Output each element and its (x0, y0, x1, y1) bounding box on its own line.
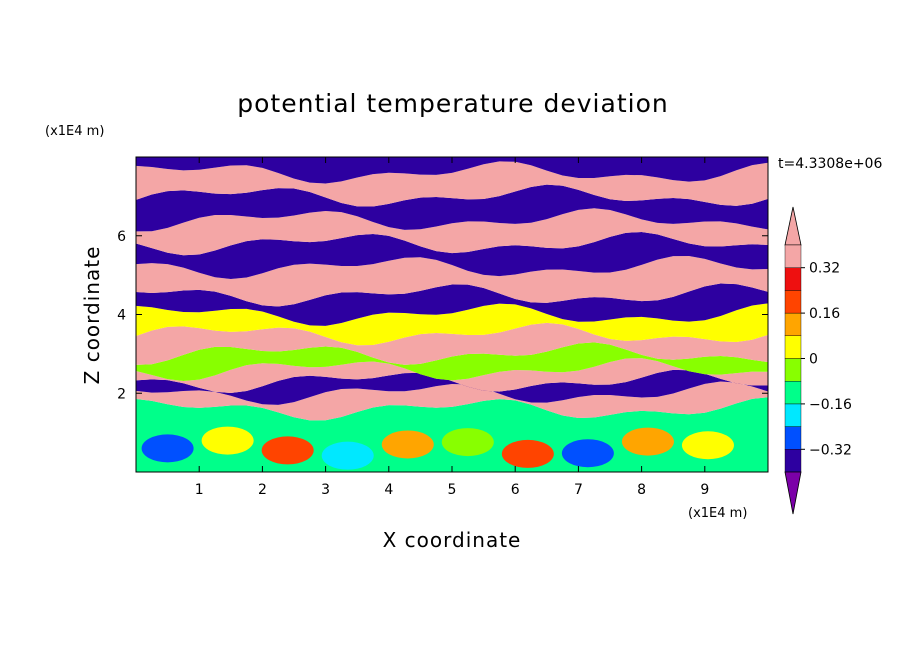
x-tick-label: 7 (574, 482, 583, 498)
colorbar-extend-min (784, 471, 802, 515)
colorbar-swatch (784, 267, 802, 291)
contour-eddy (381, 430, 434, 459)
contour-eddy (201, 426, 254, 455)
contour-band (136, 184, 768, 232)
colorbar-tick-label: 0.32 (809, 261, 840, 277)
colorbar-swatch (784, 358, 802, 382)
x-axis-ticks: 1 2 3 4 5 6 7 8 9 (195, 157, 709, 498)
contour-band (136, 283, 768, 326)
colorbar-swatch (784, 426, 802, 450)
colorbar-swatch (784, 244, 802, 268)
x-tick-label: 9 (700, 482, 709, 498)
contour-band (136, 303, 768, 346)
colorbar-swatch (784, 449, 802, 473)
contour-eddy (261, 436, 314, 465)
y-unit-label: (x1E4 m) (45, 124, 104, 139)
colorbar-tick-label: −0.16 (809, 397, 852, 413)
contour-eddy (501, 439, 554, 468)
contour-eddy (561, 439, 614, 468)
colorbar-tick-label: 0.16 (809, 306, 840, 322)
contour-band (136, 322, 768, 365)
y-tick-label: 4 (117, 308, 126, 324)
x-tick-label: 5 (448, 482, 457, 498)
y-tick-label: 6 (117, 229, 126, 245)
x-axis-label: X coordinate (383, 528, 522, 552)
contour-eddy (681, 431, 734, 460)
contour-band (136, 208, 768, 256)
x-tick-label: 4 (384, 482, 393, 498)
colorbar-swatch (784, 335, 802, 359)
colorbar: 0.32 0.16 0 −0.16 −0.32 (784, 206, 852, 515)
x-tick-label: 3 (321, 482, 330, 498)
y-axis-ticks: 2 4 6 (117, 229, 768, 402)
contour-band (136, 342, 768, 382)
contour-eddy (441, 428, 494, 457)
colorbar-swatch (784, 312, 802, 337)
x-unit-label: (x1E4 m) (688, 506, 747, 521)
chart-title: potential temperature deviation (237, 89, 668, 118)
contour-eddy (621, 427, 674, 456)
x-tick-label: 8 (637, 482, 646, 498)
x-tick-label: 2 (258, 482, 267, 498)
contour-band (136, 358, 768, 394)
colorbar-tick-label: −0.32 (809, 442, 852, 458)
time-label: t=4.3308e+06 (778, 156, 882, 172)
x-tick-label: 6 (511, 482, 520, 498)
contour-eddy (141, 434, 194, 463)
colorbar-tick-label: 0 (809, 352, 818, 368)
contour-band (136, 381, 768, 421)
colorbar-swatch (784, 381, 802, 405)
y-axis-label: Z coordinate (80, 246, 104, 385)
contour-eddy (321, 441, 374, 470)
colorbar-extend-max (784, 206, 802, 246)
contour-band (136, 161, 768, 207)
x-tick-label: 1 (195, 482, 204, 498)
contour-plot-area (136, 157, 768, 472)
contour-band (136, 231, 768, 280)
y-tick-label: 2 (117, 386, 126, 402)
contour-band (136, 255, 768, 307)
contour-band (136, 369, 768, 405)
colorbar-swatch (784, 403, 802, 427)
contour-band (136, 157, 768, 184)
colorbar-swatch (784, 290, 802, 314)
